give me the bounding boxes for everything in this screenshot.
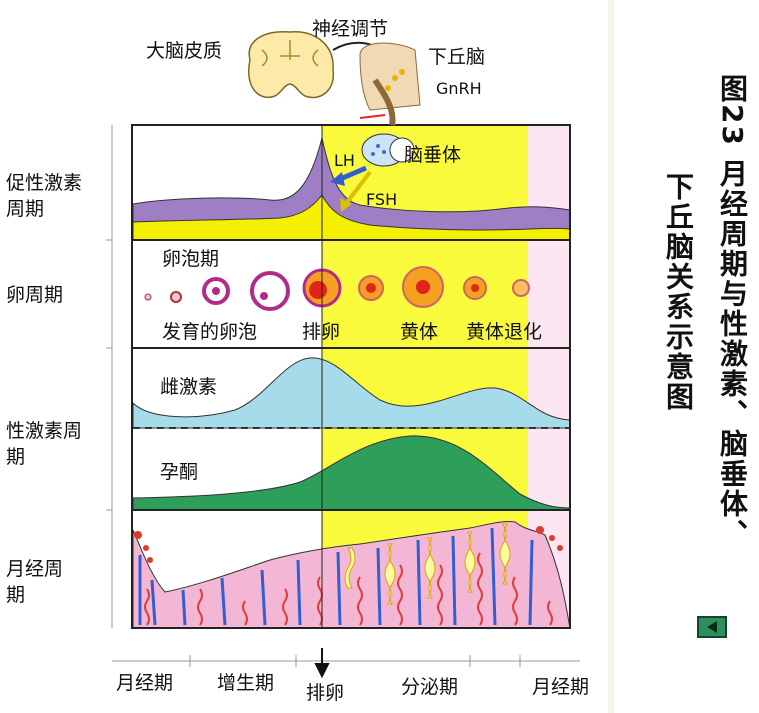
developing-follicle-label: 发育的卵泡: [162, 321, 258, 343]
estrogen-label: 雌激素: [160, 376, 218, 398]
row-label-sex-hormone: 性激素周期: [6, 420, 83, 468]
ovulation-ovary-label: 排卵: [302, 321, 341, 343]
back-arrow-icon: [707, 621, 717, 633]
follicular-label: 卵泡期: [162, 248, 220, 270]
fsh-label: FSH: [366, 190, 398, 209]
figure-title: 图23 月经周期与性激素、脑垂体、: [716, 74, 749, 549]
hypothalamus-drawing: [359, 42, 421, 126]
fsh-curve: [132, 194, 571, 241]
row-label-gonadotropin: 促性激素周期: [6, 172, 83, 220]
row-label-ovarian: 卵周期: [6, 284, 64, 306]
endometrium: [132, 521, 571, 629]
row-label-menstrual: 月经周期: [6, 558, 64, 606]
cortex-label: 大脑皮质: [146, 40, 223, 62]
cortex-drawing: [248, 31, 335, 99]
luteal-regression-label: 黄体退化: [466, 321, 543, 343]
estrogen-curve: [132, 357, 571, 429]
pituitary-drawing: [361, 133, 415, 167]
hypothalamus-label: 下丘脑: [428, 46, 486, 68]
follicles: [144, 266, 530, 311]
phase-menses-1: 月经期: [116, 672, 174, 694]
lh-curve: [132, 137, 571, 233]
neural-regulation-label: 神经调节: [312, 18, 389, 40]
phase-menses-2: 月经期: [532, 676, 590, 698]
gnrh-label: GnRH: [436, 79, 482, 98]
phase-ovulation: 排卵: [306, 682, 345, 704]
lh-label: LH: [334, 151, 355, 170]
ovulation-arrow: [314, 648, 330, 679]
diagram-frame: [131, 124, 571, 629]
pituitary-label: 脑垂体: [404, 144, 462, 166]
progesterone-label: 孕酮: [160, 461, 199, 483]
corpus-luteum-label: 黄体: [400, 321, 439, 343]
figure-title-line2: 下丘脑关系示意图: [662, 172, 695, 412]
gonadotropin-panel: [132, 137, 571, 241]
back-nav-button[interactable]: [697, 616, 727, 638]
phase-proliferative: 增生期: [217, 672, 275, 694]
fsh-arrow: [343, 170, 372, 207]
progesterone-curve: [132, 435, 571, 511]
phase-secretory: 分泌期: [401, 676, 459, 698]
